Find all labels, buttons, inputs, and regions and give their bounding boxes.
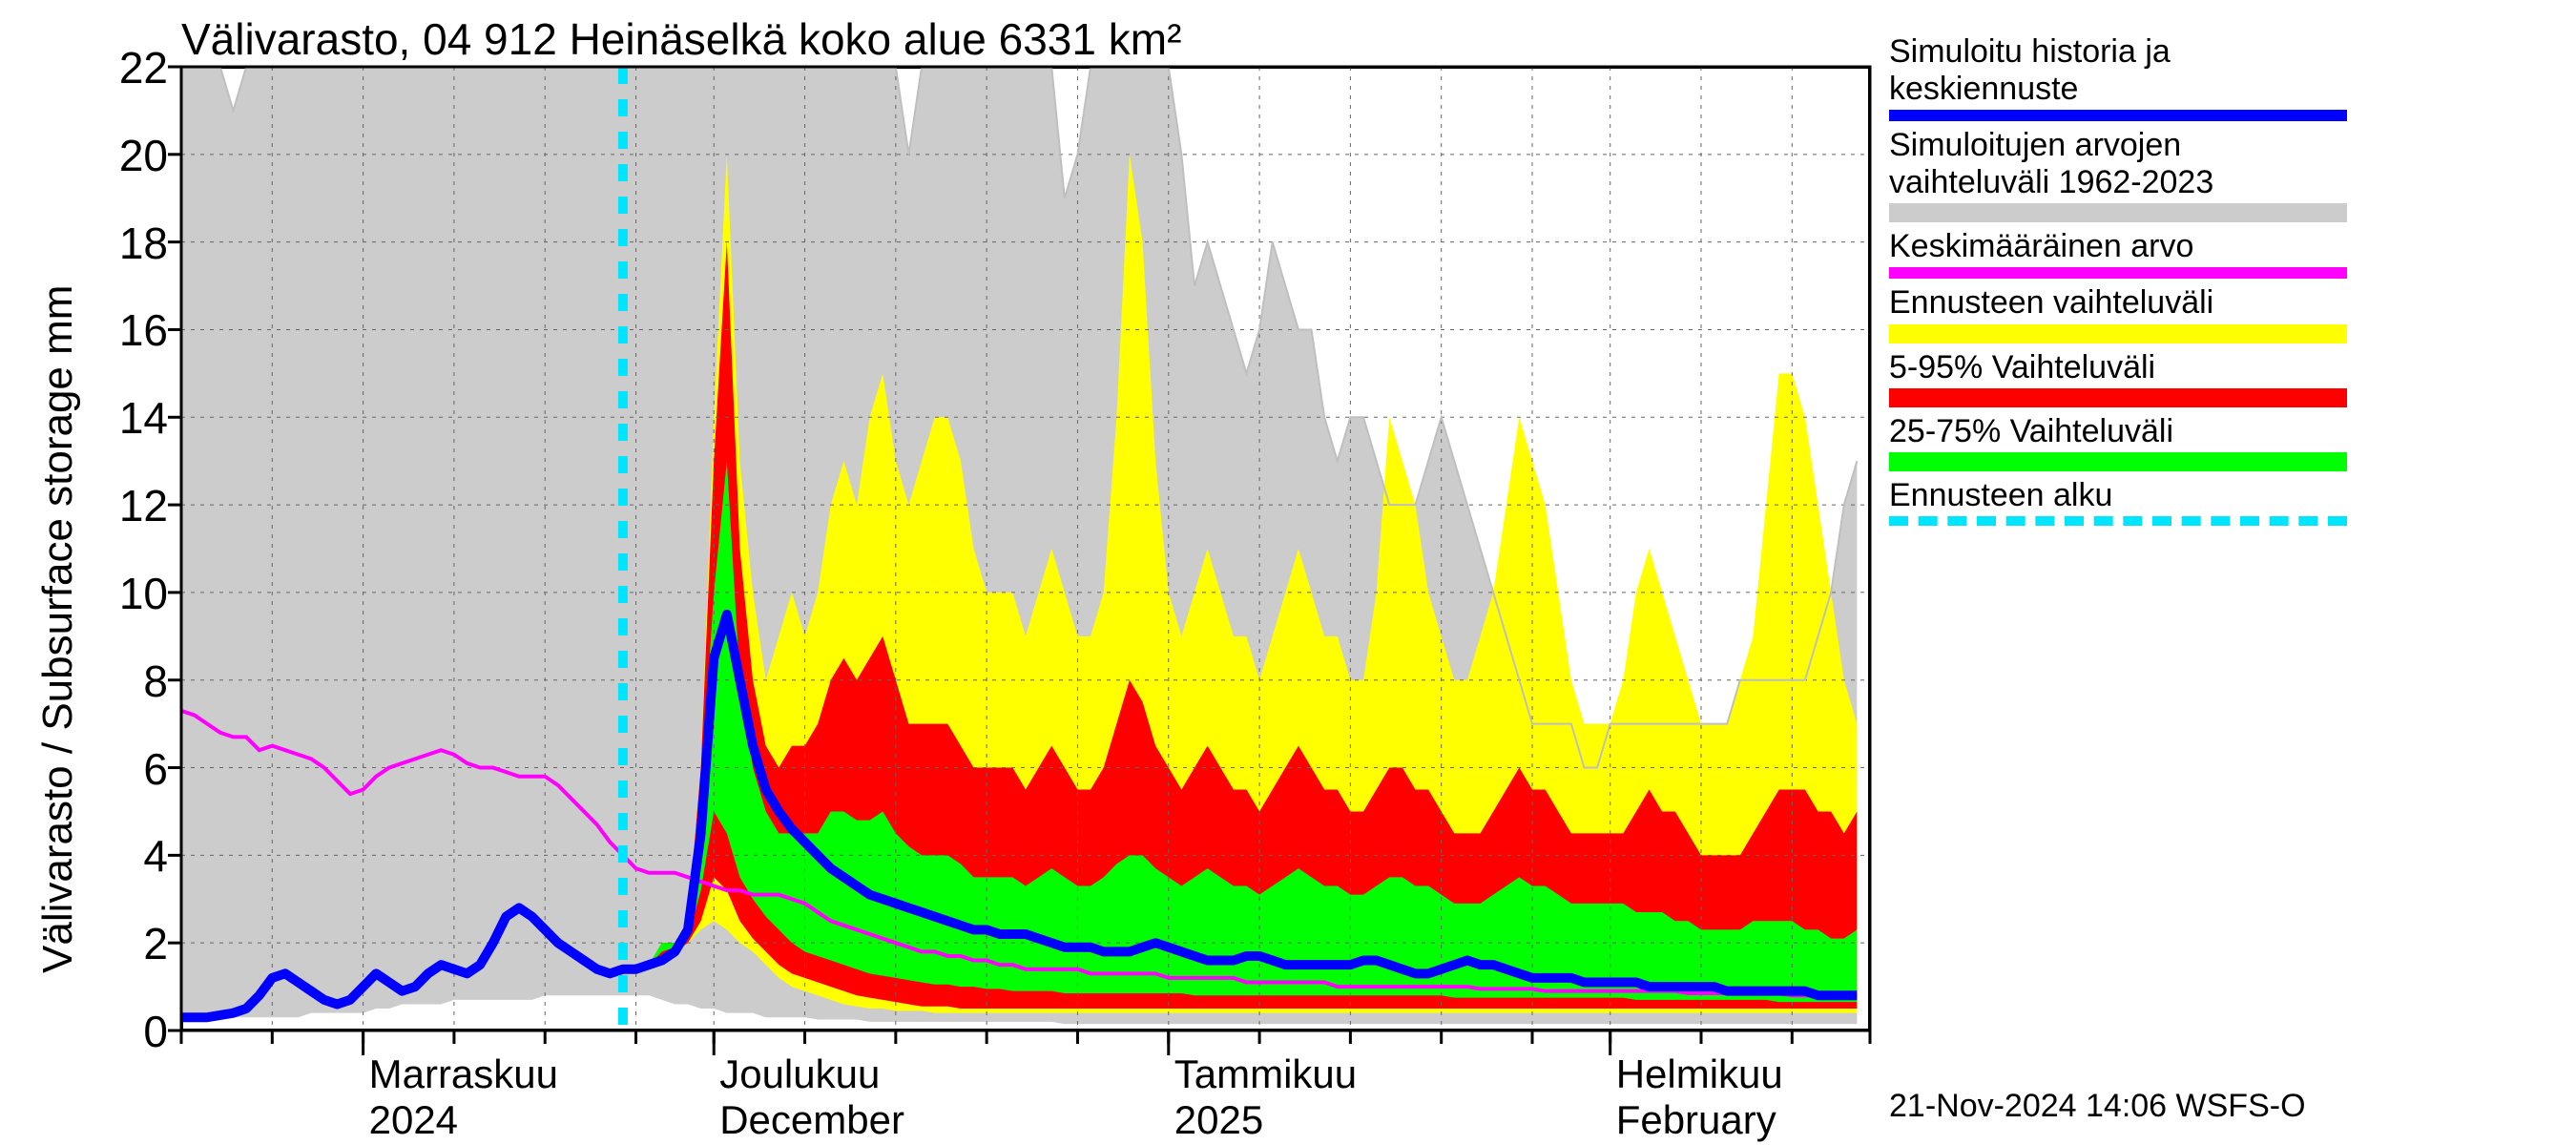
chart-root: Välivarasto, 04 912 Heinäselkä koko alue… <box>0 0 2576 1145</box>
legend-text: Ennusteen vaihteluväli <box>1889 284 2366 322</box>
legend-entry: Simuloitujen arvojen vaihteluväli 1962-2… <box>1889 127 2366 222</box>
legend-entry: 25-75% Vaihteluväli <box>1889 413 2366 471</box>
legend-swatch <box>1889 516 2347 526</box>
legend-text: 5-95% Vaihteluväli <box>1889 349 2366 386</box>
legend-text: Ennusteen alku <box>1889 477 2366 514</box>
legend-swatch <box>1889 203 2347 222</box>
legend-text: Keskimääräinen arvo <box>1889 228 2366 265</box>
legend-swatch <box>1889 324 2347 344</box>
legend-text: 25-75% Vaihteluväli <box>1889 413 2366 450</box>
legend-text: Simuloitujen arvojen vaihteluväli 1962-2… <box>1889 127 2366 201</box>
legend-swatch <box>1889 267 2347 279</box>
legend-swatch <box>1889 110 2347 121</box>
legend-entry: Keskimääräinen arvo <box>1889 228 2366 279</box>
legend-entry: Simuloitu historia ja keskiennuste <box>1889 33 2366 121</box>
legend-swatch <box>1889 388 2347 407</box>
legend: Simuloitu historia ja keskiennuste Simulo… <box>1889 33 2366 531</box>
legend-entry: Ennusteen vaihteluväli <box>1889 284 2366 343</box>
legend-entry: 5-95% Vaihteluväli <box>1889 349 2366 407</box>
legend-entry: Ennusteen alku <box>1889 477 2366 526</box>
legend-text: Simuloitu historia ja keskiennuste <box>1889 33 2366 108</box>
timestamp-label: 21-Nov-2024 14:06 WSFS-O <box>1889 1088 2306 1125</box>
legend-swatch <box>1889 452 2347 471</box>
